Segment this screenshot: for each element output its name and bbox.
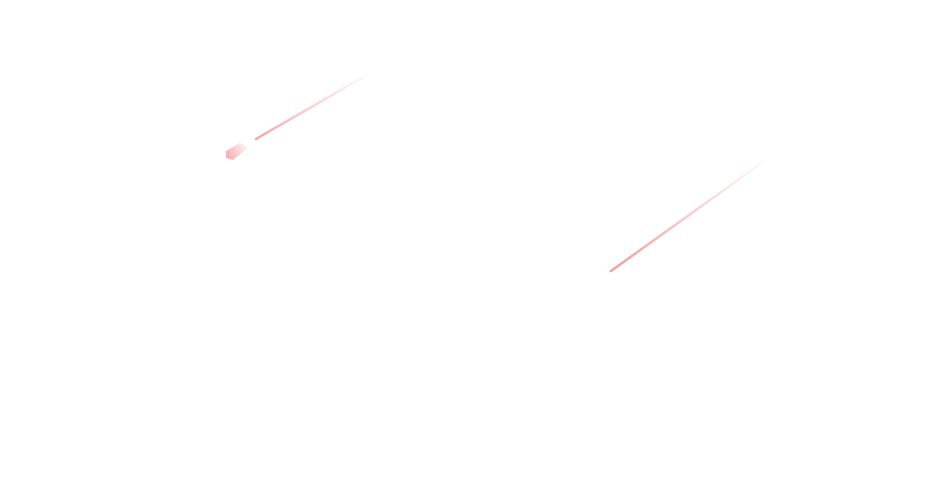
meteor-trail xyxy=(609,155,772,273)
meteor-streak xyxy=(226,70,374,160)
meteor-streak xyxy=(609,155,772,273)
meteor-head xyxy=(226,143,248,160)
meteor-trail xyxy=(254,70,374,141)
